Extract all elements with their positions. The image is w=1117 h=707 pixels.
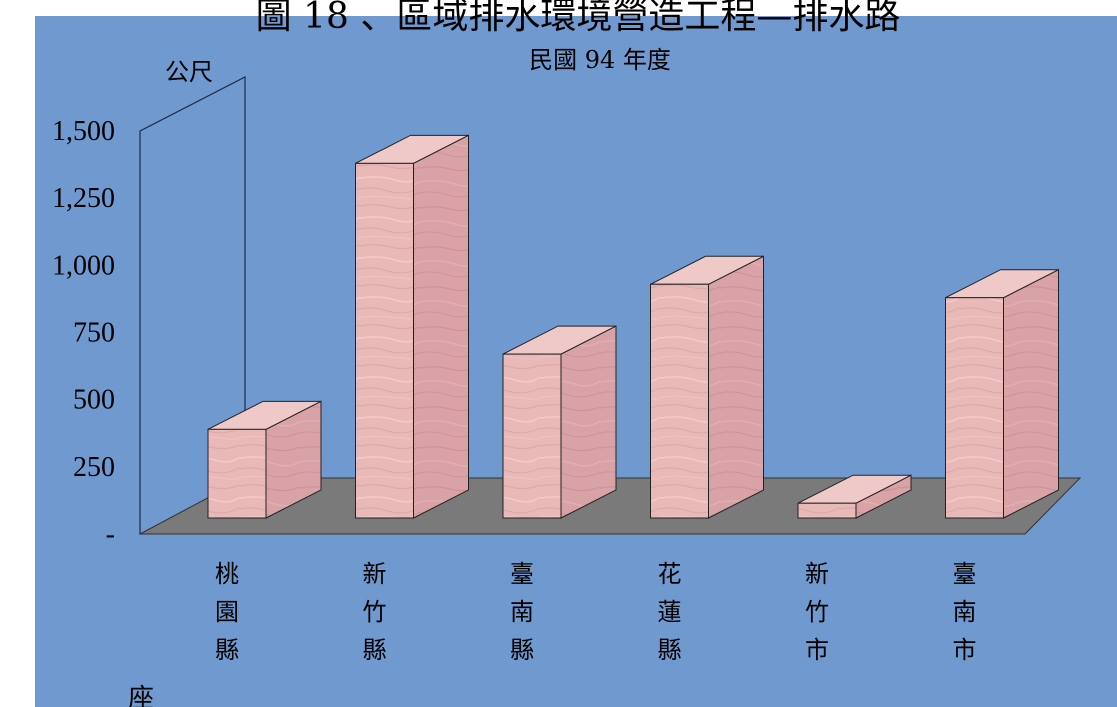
bar-front-face — [207, 428, 267, 519]
x-tick-label: 桃園縣 — [215, 560, 239, 664]
bar-front-face — [797, 502, 857, 519]
bar — [207, 400, 322, 519]
x-tick-label: 新竹縣 — [363, 560, 387, 664]
y-unit-label: 公尺 — [165, 58, 213, 86]
category-label: 花蓮縣 — [658, 560, 682, 664]
category-label: 新竹市 — [805, 560, 829, 664]
chart-title: 圖 18 、區域排水環境營造工程—排水路 — [256, 0, 901, 37]
category-label: 桃園縣 — [215, 560, 239, 664]
y-tick-label: 1,250 — [52, 183, 115, 214]
y-axis: - 250 500 750 1,000 1,250 1,500 — [52, 116, 115, 550]
footnote: 座 — [128, 684, 154, 707]
bar-front-face — [502, 353, 562, 519]
y-tick-label: 500 — [73, 385, 115, 416]
y-tick-label: 750 — [73, 318, 115, 349]
y-tick-label: - — [106, 519, 115, 550]
y-tick-label: 250 — [73, 452, 115, 483]
bar-front-face — [355, 162, 414, 519]
category-label: 臺南市 — [953, 560, 977, 664]
x-tick-label: 臺南縣 — [510, 560, 534, 664]
y-tick-label: 1,000 — [52, 250, 115, 281]
chart-subtitle: 民國 94 年度 — [529, 46, 671, 74]
bar — [797, 474, 912, 519]
category-label: 臺南縣 — [510, 560, 534, 664]
category-label: 新竹縣 — [363, 560, 387, 664]
bar — [502, 325, 617, 519]
y-tick-label: 1,500 — [52, 116, 115, 147]
bar-side-face — [708, 255, 764, 519]
bar — [650, 255, 764, 519]
bar-side-face — [413, 134, 469, 519]
bar-front-face — [945, 297, 1004, 519]
x-axis: 桃園縣 新竹縣 臺南縣 花蓮縣 新竹市 臺南市 — [215, 560, 977, 664]
bars — [207, 134, 1059, 519]
bar-side-face — [1003, 268, 1059, 519]
bar-front-face — [650, 283, 709, 519]
bar — [945, 268, 1059, 519]
x-tick-label: 臺南市 — [953, 560, 977, 664]
bar — [355, 134, 469, 519]
x-tick-label: 新竹市 — [805, 560, 829, 664]
x-tick-label: 花蓮縣 — [658, 560, 682, 664]
bar-side-face — [560, 325, 617, 519]
